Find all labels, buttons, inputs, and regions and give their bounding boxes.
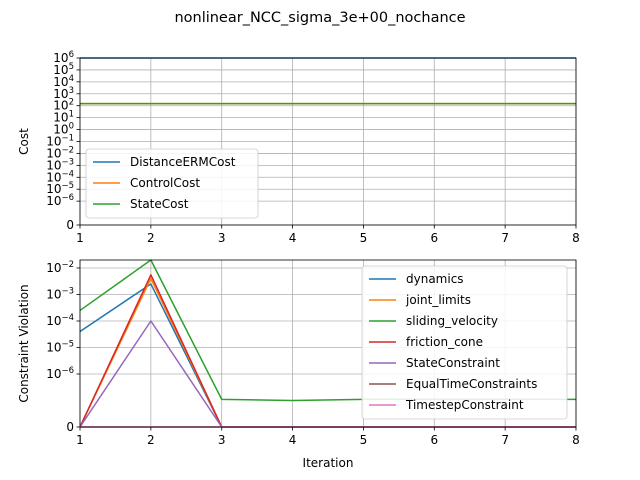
legend-label: TimestepConstraint [405, 398, 524, 412]
x-tick-label: 7 [501, 231, 509, 245]
y-tick-label: 106 [53, 50, 74, 65]
legend-label: DistanceERMCost [130, 155, 236, 169]
x-axis-label: Iteration [303, 456, 354, 470]
y-tick-label: 10−2 [46, 145, 74, 160]
x-tick-label: 5 [360, 231, 368, 245]
y-tick-label: 104 [53, 74, 74, 89]
y-tick-label: 10−4 [46, 169, 74, 184]
legend-label: friction_cone [406, 335, 483, 349]
axes-frame [79, 259, 577, 428]
y-tick-label: 10−1 [46, 134, 74, 149]
legend-box [361, 265, 568, 420]
chart-panel-1: 1 2 3 4 5 6 7 8010−610−510−410−310−210−11001011… [17, 50, 580, 245]
x-tick-label: 8 [572, 433, 580, 447]
y-tick-label: 10−6 [46, 366, 74, 381]
y-tick-label: 105 [53, 62, 74, 77]
legend-label: StateConstraint [406, 356, 500, 370]
x-tick-label: 2 [147, 231, 155, 245]
chart-panel-2: 1 2 3 4 5 6 7 8 0 10−6 10−5 10−4 10−3 10−2 Constraint … [17, 259, 580, 470]
y-tick-label: 102 [53, 98, 74, 113]
y-tick-label: 100 [53, 122, 74, 137]
y-axis-label: Cost [17, 128, 31, 155]
legend-label: EqualTimeConstraints [406, 377, 537, 391]
legend-box [85, 148, 259, 219]
y-tick-label: 0 [66, 218, 74, 232]
legend-label: StateCost [130, 197, 189, 211]
y-tick-label: 10−2 [46, 260, 74, 275]
x-tick-label: 8 [572, 231, 580, 245]
x-tick-label: 7 [501, 433, 509, 447]
x-tick-label: 4 [289, 231, 297, 245]
x-tick-label: 4 [289, 433, 297, 447]
x-tick-label: 1 [76, 433, 84, 447]
x-tick-label: 1 [76, 231, 84, 245]
x-tick-label: 2 [147, 433, 155, 447]
y-tick-label: 10−4 [46, 313, 74, 328]
legend-label: sliding_velocity [406, 314, 498, 328]
legend-label: ControlCost [130, 176, 200, 190]
y-tick-label: 10−3 [46, 286, 74, 301]
y-tick-label: 10−6 [46, 193, 74, 208]
figure-title: nonlinear_NCC_sigma_3e+00_nochance [174, 10, 465, 26]
y-axis-label: Constraint Violation [17, 284, 31, 402]
legend-label: joint_limits [405, 293, 471, 307]
legend: dynamics joint_limits sliding_velocityfric… [361, 265, 568, 420]
y-tick-label: 103 [53, 86, 74, 101]
y-tick-label: 101 [53, 110, 74, 125]
x-tick-label: 6 [430, 433, 438, 447]
y-tick-label: 0 [66, 420, 74, 434]
y-tick-label: 10−5 [46, 339, 74, 354]
x-tick-label: 3 [218, 433, 226, 447]
legend: DistanceERMCost ControlCost StateCost [85, 148, 259, 219]
x-tick-label: 3 [218, 231, 226, 245]
legend-label: dynamics [406, 272, 464, 286]
y-tick-label: 10−3 [46, 157, 74, 172]
x-tick-label: 6 [430, 231, 438, 245]
y-tick-label: 10−5 [46, 181, 74, 196]
x-tick-label: 5 [360, 433, 368, 447]
